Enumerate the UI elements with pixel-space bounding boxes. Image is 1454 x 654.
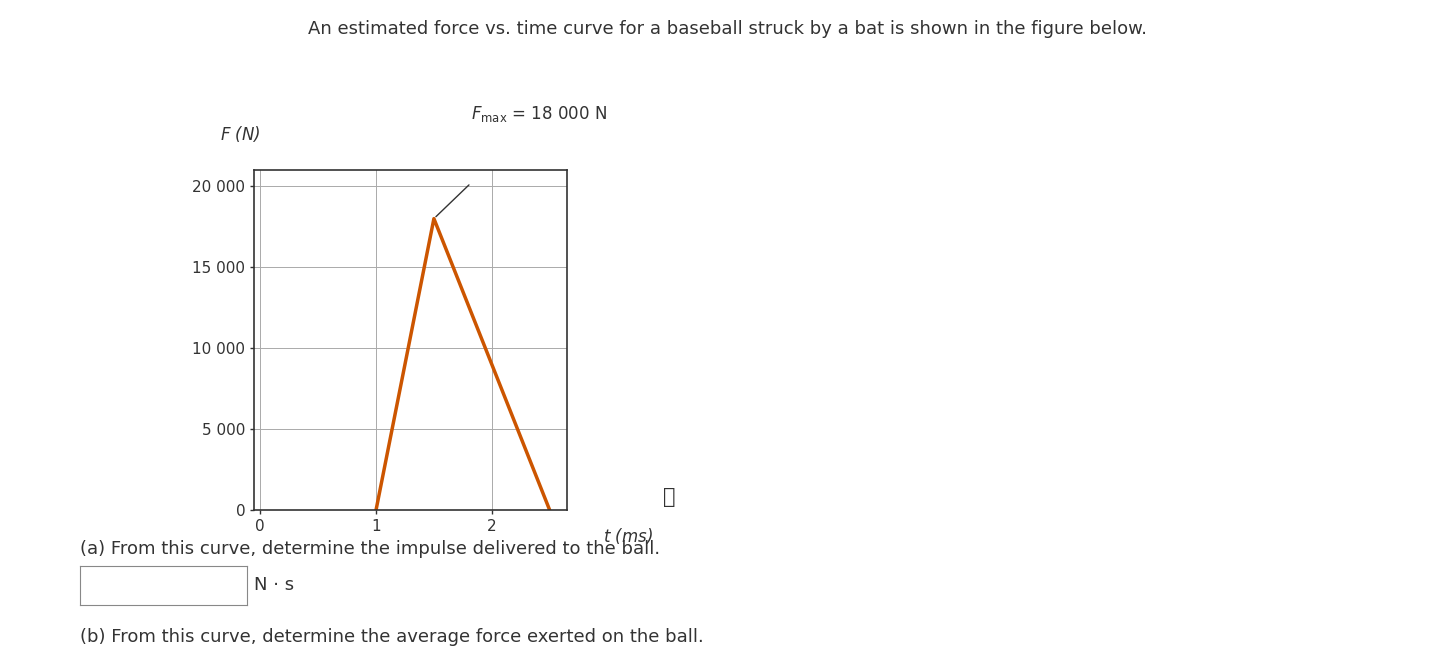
Text: N · s: N · s bbox=[254, 576, 295, 594]
Text: $t$ (ms): $t$ (ms) bbox=[603, 526, 653, 547]
Text: An estimated force vs. time curve for a baseball struck by a bat is shown in the: An estimated force vs. time curve for a … bbox=[307, 20, 1147, 38]
Text: (b) From this curve, determine the average force exerted on the ball.: (b) From this curve, determine the avera… bbox=[80, 628, 704, 646]
Text: (a) From this curve, determine the impulse delivered to the ball.: (a) From this curve, determine the impul… bbox=[80, 540, 660, 558]
Text: $F$ (N): $F$ (N) bbox=[220, 124, 260, 144]
Text: ⓘ: ⓘ bbox=[663, 487, 675, 507]
Text: $F_\mathrm{max}$ = 18 000 N: $F_\mathrm{max}$ = 18 000 N bbox=[471, 104, 608, 124]
